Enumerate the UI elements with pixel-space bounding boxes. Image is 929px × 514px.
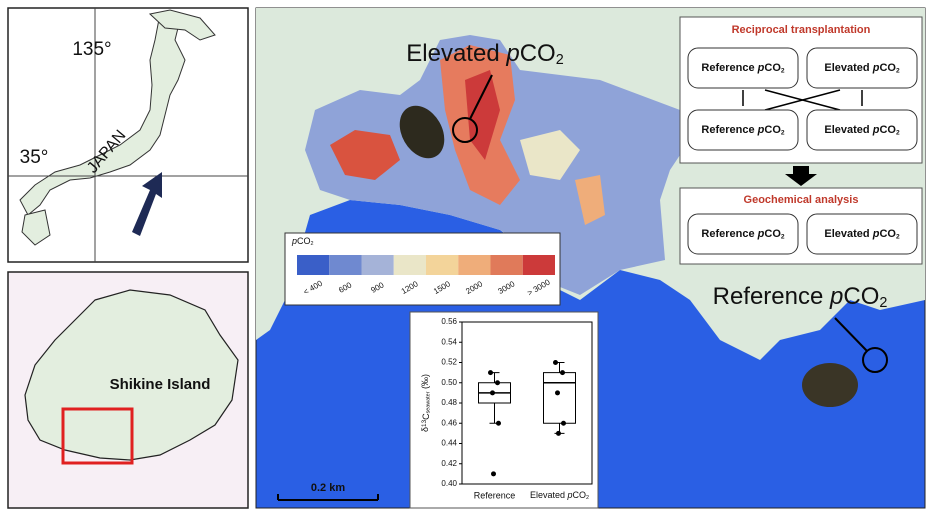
flow-box-label: Reference pCO2 <box>701 62 785 74</box>
x-tick-label: Elevated pCO2 <box>530 490 589 501</box>
reference-label: Reference pCO2 <box>713 283 888 310</box>
y-tick-label: 0.46 <box>441 418 457 427</box>
data-point <box>496 421 501 426</box>
island-panel: Shikine Island <box>8 272 248 508</box>
legend-swatch <box>458 255 490 275</box>
y-tick-label: 0.54 <box>441 337 457 346</box>
data-point <box>491 471 496 476</box>
x-tick-label: Reference <box>474 490 516 500</box>
mussel-reference <box>802 363 858 407</box>
legend-swatch <box>394 255 426 275</box>
data-point <box>555 390 560 395</box>
y-tick-label: 0.52 <box>441 358 457 367</box>
boxplot-panel: 0.400.420.440.460.480.500.520.540.56δ13C… <box>410 312 598 508</box>
japan-panel: 135° 35° JAPAN <box>8 8 248 262</box>
y-tick-label: 0.48 <box>441 398 457 407</box>
data-point <box>490 390 495 395</box>
legend-swatch <box>297 255 329 275</box>
flow-diagram: Reciprocal transplantation Geochemical a… <box>680 17 922 264</box>
y-tick-label: 0.44 <box>441 439 457 448</box>
elevated-label: Elevated pCO2 <box>406 40 563 67</box>
flow-title: Geochemical analysis <box>744 194 859 206</box>
legend-swatch <box>523 255 555 275</box>
flow-box-label: Elevated pCO2 <box>824 124 900 136</box>
data-point <box>553 360 558 365</box>
flow-box-label: Elevated pCO2 <box>824 228 900 240</box>
data-point <box>556 431 561 436</box>
y-tick-label: 0.42 <box>441 459 457 468</box>
legend-title: pCO2 <box>291 236 314 247</box>
flow-title: Reciprocal transplantation <box>732 24 871 36</box>
legend-swatch <box>329 255 361 275</box>
latitude-label: 35° <box>20 147 49 168</box>
data-point <box>495 380 500 385</box>
data-point <box>561 421 566 426</box>
scale-label: 0.2 km <box>311 482 345 494</box>
legend-swatch <box>491 255 523 275</box>
y-tick-label: 0.40 <box>441 479 457 488</box>
box <box>544 373 576 424</box>
longitude-label: 135° <box>72 39 111 60</box>
data-point <box>488 370 493 375</box>
y-tick-label: 0.56 <box>441 317 457 326</box>
figure: 135° 35° JAPAN Shikine Island Elevated p… <box>0 0 929 514</box>
island-label: Shikine Island <box>110 376 211 393</box>
flow-box-label: Reference pCO2 <box>701 228 785 240</box>
data-point <box>560 370 565 375</box>
flow-box-label: Elevated pCO2 <box>824 62 900 74</box>
legend-swatch <box>362 255 394 275</box>
legend-swatch <box>426 255 458 275</box>
y-tick-label: 0.50 <box>441 378 457 387</box>
flow-box-label: Reference pCO2 <box>701 124 785 136</box>
